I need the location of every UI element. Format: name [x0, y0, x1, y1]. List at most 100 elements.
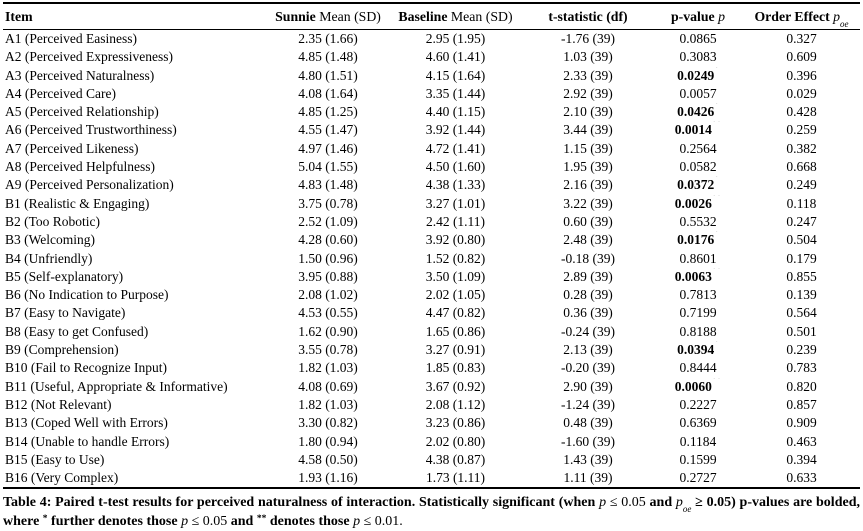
- sunnie-mean-cell: 4.08 (1.64): [298, 85, 358, 101]
- table-row: B12 (Not Relevant) 1.82 (1.03) 2.08 (1.12)…: [3, 396, 860, 414]
- t-statistic-cell: -1.24 (39): [561, 396, 615, 412]
- table-row: B9 (Comprehension) 3.55 (0.78) 3.27 (0.91)…: [3, 341, 860, 359]
- p-value-cell: 0.3083: [679, 49, 717, 65]
- item-cell: B2 (Too Robotic): [5, 213, 101, 229]
- sunnie-mean-cell: 1.82 (1.03): [298, 396, 358, 412]
- baseline-mean-cell: 4.15 (1.64): [425, 67, 486, 83]
- p-value-cell: 0.7813: [679, 287, 717, 303]
- t-statistic-cell: 0.28 (39): [563, 287, 613, 303]
- baseline-mean-cell: 2.42 (1.11): [425, 213, 486, 229]
- t-statistic-cell: 2.13 (39): [563, 342, 613, 358]
- table-row: A1 (Perceived Easiness) 2.35 (1.66) 2.95 (…: [3, 30, 860, 49]
- header-baseline-mean: Baseline Mean (SD): [388, 3, 523, 30]
- table-row: A8 (Perceived Helpfulness) 5.04 (1.55) 4.5…: [3, 158, 860, 176]
- sunnie-mean-cell: 2.52 (1.09): [298, 213, 358, 229]
- item-cell: B15 (Easy to Use): [5, 451, 105, 467]
- caption-segment: denotes those: [266, 514, 354, 530]
- sunnie-mean-cell: 3.95 (0.88): [298, 268, 358, 284]
- p-value-cell: 0.0394*: [653, 341, 743, 359]
- caption-segment: ≥ 0.05): [691, 495, 736, 511]
- caption-segment: ≤ 0.05: [188, 514, 228, 530]
- table-row: B14 (Unable to handle Errors) 1.80 (0.94)…: [3, 433, 860, 451]
- t-statistic-cell: 2.90 (39): [563, 378, 613, 394]
- table-row: B15 (Easy to Use) 4.58 (0.50) 4.38 (0.87) 1…: [3, 451, 860, 469]
- baseline-mean-cell: 3.67 (0.92): [425, 378, 486, 394]
- baseline-mean-cell: 1.52 (0.82): [425, 250, 486, 266]
- t-statistic-cell: 0.48 (39): [563, 415, 613, 431]
- t-statistic-cell: 0.60 (39): [563, 213, 613, 229]
- t-statistic-cell: 2.16 (39): [563, 177, 613, 193]
- t-statistic-cell: 3.22 (39): [563, 195, 613, 211]
- caption-segment: **: [256, 513, 267, 524]
- table-row: B8 (Easy to get Confused) 1.62 (0.90) 1.65…: [3, 323, 860, 341]
- order-effect-cell: 0.504: [786, 232, 817, 248]
- order-effect-cell: 0.855: [786, 268, 817, 284]
- item-cell: A1 (Perceived Easiness): [5, 31, 137, 46]
- t-statistic-cell: -0.18 (39): [561, 250, 615, 266]
- p-value-cell: 0.8601: [679, 250, 717, 266]
- caption-segment: *: [42, 513, 48, 524]
- sunnie-mean-cell: 1.62 (0.90): [298, 323, 358, 339]
- item-cell: A9 (Perceived Personalization): [5, 177, 174, 193]
- caption-segment: p: [181, 514, 189, 530]
- order-effect-cell: 0.179: [786, 250, 817, 266]
- table-header: Item Sunnie Mean (SD) Baseline Mean (SD)…: [3, 3, 860, 30]
- item-cell: A4 (Perceived Care): [5, 85, 116, 101]
- item-cell: B8 (Easy to get Confused): [5, 323, 149, 339]
- significance-stars: *: [714, 103, 719, 110]
- p-value-cell: 0.0426*: [653, 103, 743, 121]
- order-effect-cell: 0.609: [786, 49, 817, 65]
- poe-variable: poe: [833, 9, 849, 29]
- p-value-cell: 0.0372*: [653, 176, 743, 194]
- caption-segment: and: [645, 495, 676, 511]
- item-cell: B1 (Realistic & Engaging): [5, 195, 150, 211]
- significance-stars: *: [714, 341, 719, 348]
- header-t-statistic: t-statistic (df): [548, 9, 628, 24]
- item-cell: B16 (Very Complex): [5, 470, 119, 486]
- sunnie-mean-cell: 4.53 (0.55): [298, 305, 358, 321]
- t-statistic-cell: 2.10 (39): [563, 104, 613, 120]
- p-value-cell: 0.5532: [679, 213, 717, 229]
- t-statistic-cell: 1.11 (39): [563, 470, 613, 486]
- sunnie-mean-cell: 4.85 (1.25): [298, 104, 358, 120]
- t-statistic-cell: -1.60 (39): [561, 433, 615, 449]
- baseline-mean-cell: 4.40 (1.15): [425, 104, 486, 120]
- item-cell: A8 (Perceived Helpfulness): [5, 159, 155, 175]
- sunnie-mean-cell: 2.35 (1.66): [298, 31, 358, 46]
- order-effect-cell: 0.463: [786, 433, 817, 449]
- order-effect-cell: 0.394: [786, 451, 817, 467]
- table-row: A6 (Perceived Trustworthiness) 4.55 (1.47…: [3, 121, 860, 139]
- sunnie-mean-cell: 4.80 (1.51): [298, 67, 358, 83]
- p-value-cell: 0.7199: [679, 305, 717, 321]
- item-cell: B9 (Comprehension): [5, 342, 119, 358]
- p-value-cell: 0.8188: [679, 323, 717, 339]
- baseline-mean-cell: 4.38 (1.33): [425, 177, 486, 193]
- table-row: A3 (Perceived Naturalness) 4.80 (1.51) 4.1…: [3, 67, 860, 85]
- baseline-mean-cell: 3.92 (0.80): [425, 232, 486, 248]
- p-value-cell: 0.0060**: [653, 378, 743, 396]
- header-sunnie-mean: Sunnie Mean (SD): [268, 3, 388, 30]
- header-item: Item: [5, 9, 33, 24]
- baseline-mean-cell: 4.60 (1.41): [425, 49, 486, 65]
- p-value-cell: 0.2727: [679, 470, 717, 486]
- item-cell: B3 (Welcoming): [5, 232, 96, 248]
- table-row: A2 (Perceived Expressiveness) 4.85 (1.48)…: [3, 48, 860, 66]
- baseline-mean-cell: 3.50 (1.09): [425, 268, 486, 284]
- order-effect-cell: 0.029: [786, 85, 817, 101]
- header-baseline-rest: Mean (SD): [450, 9, 513, 24]
- order-effect-cell: 0.259: [786, 122, 817, 138]
- caption-segment: further denotes those: [47, 514, 182, 530]
- t-statistic-cell: 1.03 (39): [563, 49, 613, 65]
- order-effect-cell: 0.820: [786, 378, 817, 394]
- t-statistic-cell: -0.24 (39): [561, 323, 615, 339]
- order-effect-cell: 0.783: [786, 360, 817, 376]
- sunnie-mean-cell: 3.30 (0.82): [298, 415, 358, 431]
- significance-stars: *: [714, 176, 719, 183]
- item-cell: B4 (Unfriendly): [5, 250, 93, 266]
- t-statistic-cell: 2.89 (39): [563, 268, 613, 284]
- order-effect-cell: 0.239: [786, 342, 817, 358]
- table-row: B4 (Unfriendly) 1.50 (0.96) 1.52 (0.82) -0.…: [3, 250, 860, 268]
- order-effect-cell: 0.668: [786, 159, 817, 175]
- t-statistic-cell: 1.43 (39): [563, 451, 613, 467]
